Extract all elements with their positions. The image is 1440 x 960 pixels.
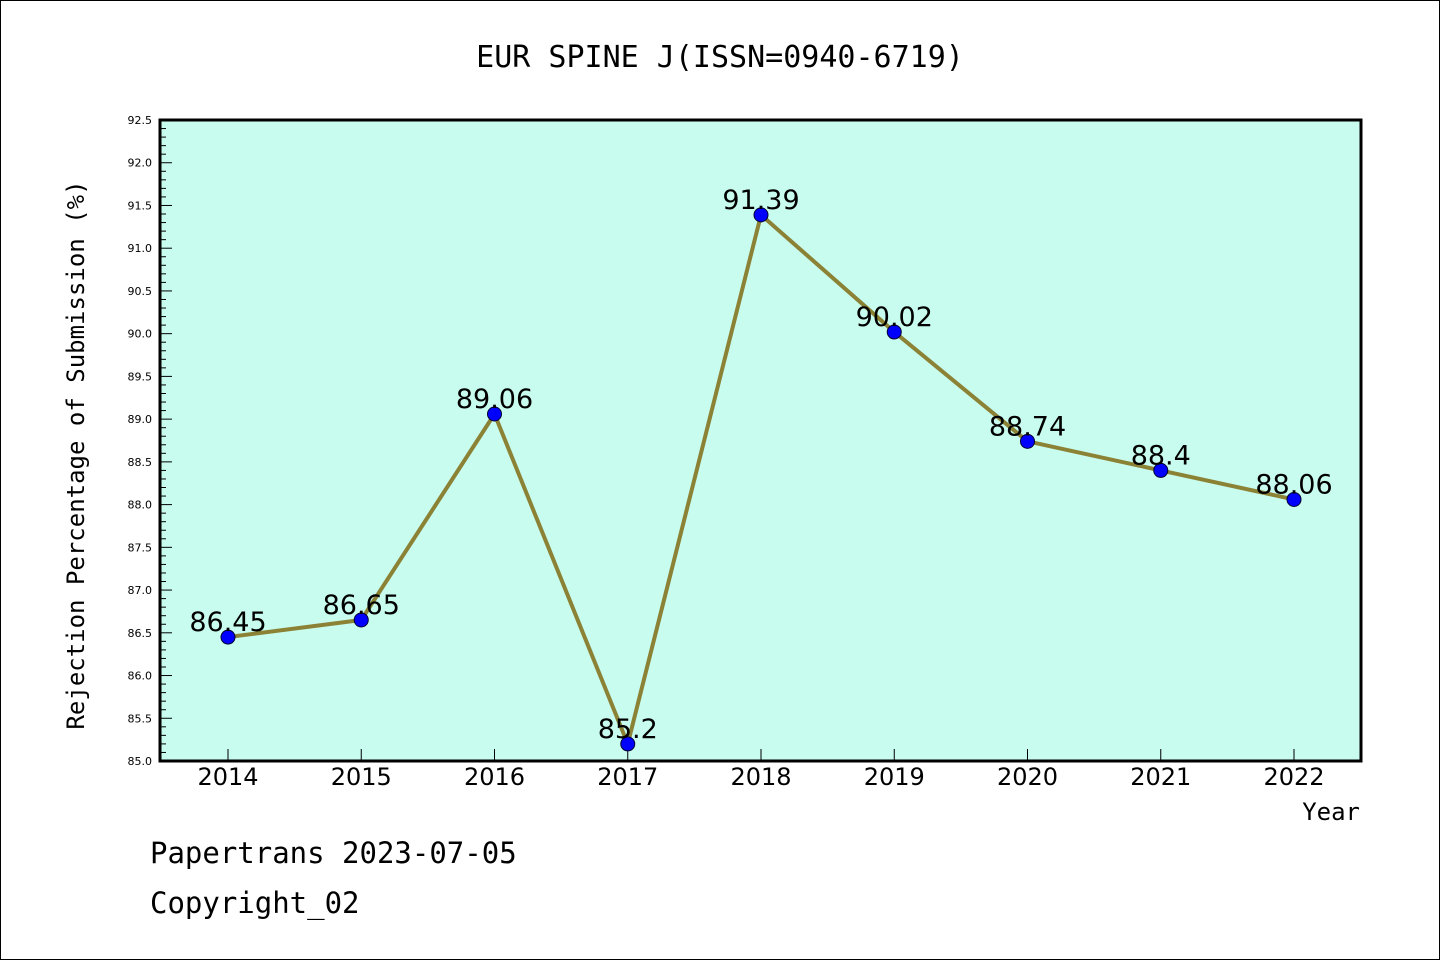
data-point <box>1286 491 1302 507</box>
y-tick-label: 88.0 <box>128 499 153 512</box>
x-tick-label: 2017 <box>597 763 658 791</box>
y-axis-ticks: 85.0 85.5 86.0 86.5 87.0 87.5 88.0 88.5 89.0 89.5… <box>128 114 172 768</box>
y-tick-label: 86.0 <box>128 670 153 683</box>
series-points-group <box>220 207 1302 752</box>
x-tick-label: 2019 <box>864 763 925 791</box>
data-labels-group: 86.45 86.65 89.06 85.2 91.39 90.02 88.74 88.4 88… <box>189 185 1332 745</box>
data-point <box>1020 433 1035 449</box>
y-axis-label: Rejection Percentage of Submission (%) <box>62 180 90 729</box>
y-tick-label: 86.5 <box>128 627 153 640</box>
data-label: 90.02 <box>856 302 933 333</box>
data-label: 85.2 <box>598 714 658 745</box>
x-tick-label: 2015 <box>331 763 392 791</box>
data-label: 88.74 <box>989 411 1066 442</box>
y-tick-label: 85.0 <box>128 755 153 768</box>
x-tick-label: 2021 <box>1130 763 1191 791</box>
x-axis-ticks: 2014 2015 2016 2017 2018 2019 2020 2021 2022 <box>197 749 1325 791</box>
data-point <box>620 736 636 752</box>
x-tick-label: 2022 <box>1263 763 1324 791</box>
y-tick-label: 92.5 <box>128 114 153 127</box>
y-tick-label: 92.0 <box>128 157 153 170</box>
data-point <box>886 324 902 340</box>
y-tick-label: 91.5 <box>128 199 153 212</box>
data-label: 88.4 <box>1131 440 1191 471</box>
y-tick-label: 87.0 <box>128 584 153 597</box>
y-tick-label: 89.5 <box>128 370 153 383</box>
y-tick-label: 87.5 <box>128 541 153 554</box>
footer-date: Papertrans 2023-07-05 <box>150 836 517 870</box>
data-point <box>353 612 369 628</box>
y-tick-label: 88.5 <box>128 456 153 469</box>
x-tick-label: 2014 <box>197 763 258 791</box>
data-label: 86.45 <box>189 607 266 638</box>
data-label: 89.06 <box>456 384 533 415</box>
y-tick-label: 90.0 <box>128 328 153 341</box>
y-tick-label: 90.5 <box>128 285 153 298</box>
data-label: 88.06 <box>1255 469 1332 500</box>
y-tick-label: 85.5 <box>128 712 153 725</box>
x-tick-label: 2016 <box>464 763 525 791</box>
x-axis-label: Year <box>1302 798 1360 826</box>
footer-copyright: Copyright_02 <box>150 886 360 921</box>
data-label: 86.65 <box>323 590 400 621</box>
x-tick-label: 2020 <box>997 763 1058 791</box>
chart-title: EUR SPINE J(ISSN=0940-6719) <box>476 40 964 75</box>
y-tick-label: 89.0 <box>128 413 153 426</box>
x-tick-label: 2018 <box>730 763 791 791</box>
data-point <box>487 406 502 422</box>
y-tick-label: 91.0 <box>128 242 153 255</box>
data-label: 91.39 <box>722 185 799 216</box>
data-point <box>753 207 769 223</box>
data-point <box>220 629 236 645</box>
data-point <box>1153 462 1169 478</box>
plot-area <box>158 118 1363 763</box>
